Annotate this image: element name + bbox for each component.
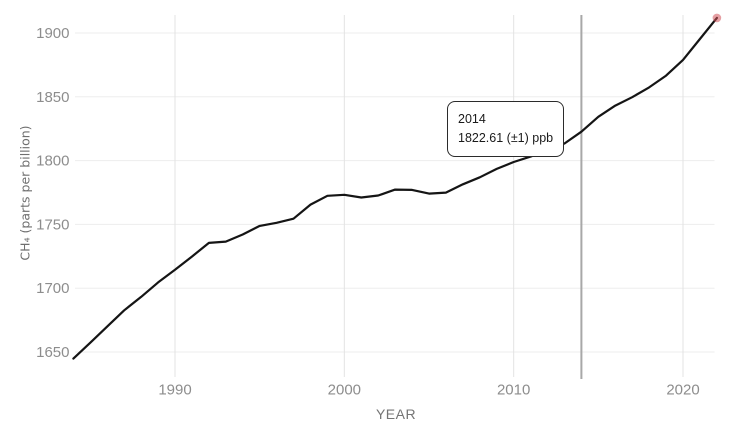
y-tick-label: 1850 [36,89,69,106]
latest-point-marker [712,13,722,23]
y-tick-label: 1750 [36,216,69,233]
y-tick-label: 1800 [36,153,69,170]
x-tick-label: 2020 [666,382,699,399]
x-tick-label: 2010 [497,382,530,399]
y-tick-label: 1900 [36,25,69,42]
x-tick-label: 2000 [328,382,361,399]
y-axis-title: CH₄ (parts per billion) [17,125,33,261]
y-tick-label: 1700 [36,280,69,297]
methane-series-line [72,16,719,360]
tooltip: 2014 1822.61 (±1) ppb [447,101,565,157]
y-tick-label: 1650 [36,344,69,361]
x-axis-title: YEAR [375,406,417,422]
tooltip-year: 2014 [458,112,486,126]
tooltip-value: 1822.61 (±1) ppb [458,131,554,145]
x-tick-label: 1990 [158,382,191,399]
